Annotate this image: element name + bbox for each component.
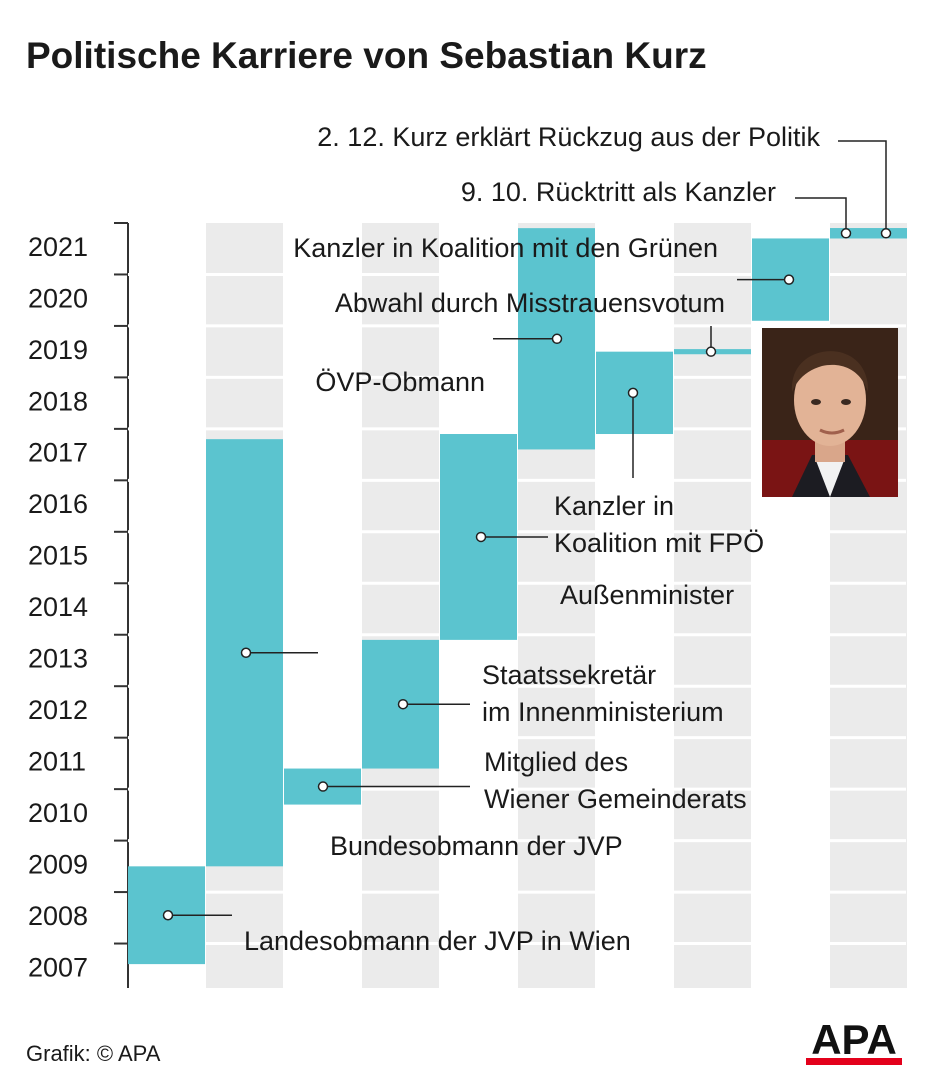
portrait-photo — [762, 328, 898, 497]
annotation-label: Staatssekretär — [482, 660, 656, 690]
annotation-label: Kanzler in Koalition mit den Grünen — [293, 233, 718, 263]
y-tick-label: 2013 — [28, 644, 88, 674]
y-tick-label: 2011 — [28, 747, 86, 777]
marker-dot — [840, 228, 852, 239]
annotations: Landesobmann der JVP in Wien Bundesobmann… — [162, 122, 892, 956]
y-tick-label: 2010 — [28, 798, 88, 828]
annotation-label: Wiener Gemeinderats — [484, 784, 747, 814]
y-tick-label: 2009 — [28, 849, 88, 879]
annotation-label: Mitglied des — [484, 747, 628, 777]
y-tick-label: 2018 — [28, 386, 88, 416]
marker-dot — [397, 698, 409, 710]
logo-stripe — [806, 1058, 902, 1065]
marker-dot — [475, 531, 487, 543]
marker-dot — [880, 228, 892, 239]
annotation-label: im Innenministerium — [482, 697, 724, 727]
annotation-label: 9. 10. Rücktritt als Kanzler — [461, 177, 776, 207]
annotation-label: Koalition mit FPÖ — [554, 528, 764, 558]
chart-title: Politische Karriere von Sebastian Kurz — [26, 35, 707, 76]
logo-text: APA — [811, 1016, 897, 1063]
marker-dot — [317, 781, 329, 792]
annotation-label: Kanzler in — [554, 491, 674, 521]
bar — [830, 228, 907, 239]
annotation-label: 2. 12. Kurz erklärt Rückzug aus der Poli… — [317, 122, 820, 152]
marker-dot — [240, 647, 252, 658]
source-note: Grafik: © APA — [26, 1041, 161, 1066]
annotation-label: Landesobmann der JVP in Wien — [244, 926, 631, 956]
y-tick-label: 2012 — [28, 695, 88, 725]
y-tick-label: 2014 — [28, 592, 88, 622]
y-tick-label: 2017 — [28, 438, 88, 468]
y-tick-label: 2019 — [28, 335, 88, 365]
annotation-label: Abwahl durch Misstrauensvotum — [335, 288, 725, 318]
apa-logo: APA — [806, 1016, 902, 1065]
y-tick-label: 2008 — [28, 901, 88, 931]
marker-dot — [627, 387, 639, 399]
marker-dot — [162, 909, 174, 921]
annotation-label: Bundesobmann der JVP — [330, 831, 623, 861]
annotation-label: Außenminister — [560, 580, 734, 610]
marker-dot — [705, 346, 717, 357]
leader-line — [838, 140, 887, 234]
marker-dot — [551, 333, 563, 345]
y-tick-label: 2007 — [28, 952, 88, 982]
y-tick-label: 2021 — [28, 232, 88, 262]
leader-line — [795, 197, 847, 234]
y-tick-label: 2020 — [28, 283, 88, 313]
annotation-label: ÖVP-Obmann — [315, 367, 485, 397]
marker-dot — [783, 274, 795, 285]
y-tick-label: 2016 — [28, 489, 88, 519]
column-band — [362, 223, 439, 988]
y-tick-label: 2015 — [28, 541, 88, 571]
